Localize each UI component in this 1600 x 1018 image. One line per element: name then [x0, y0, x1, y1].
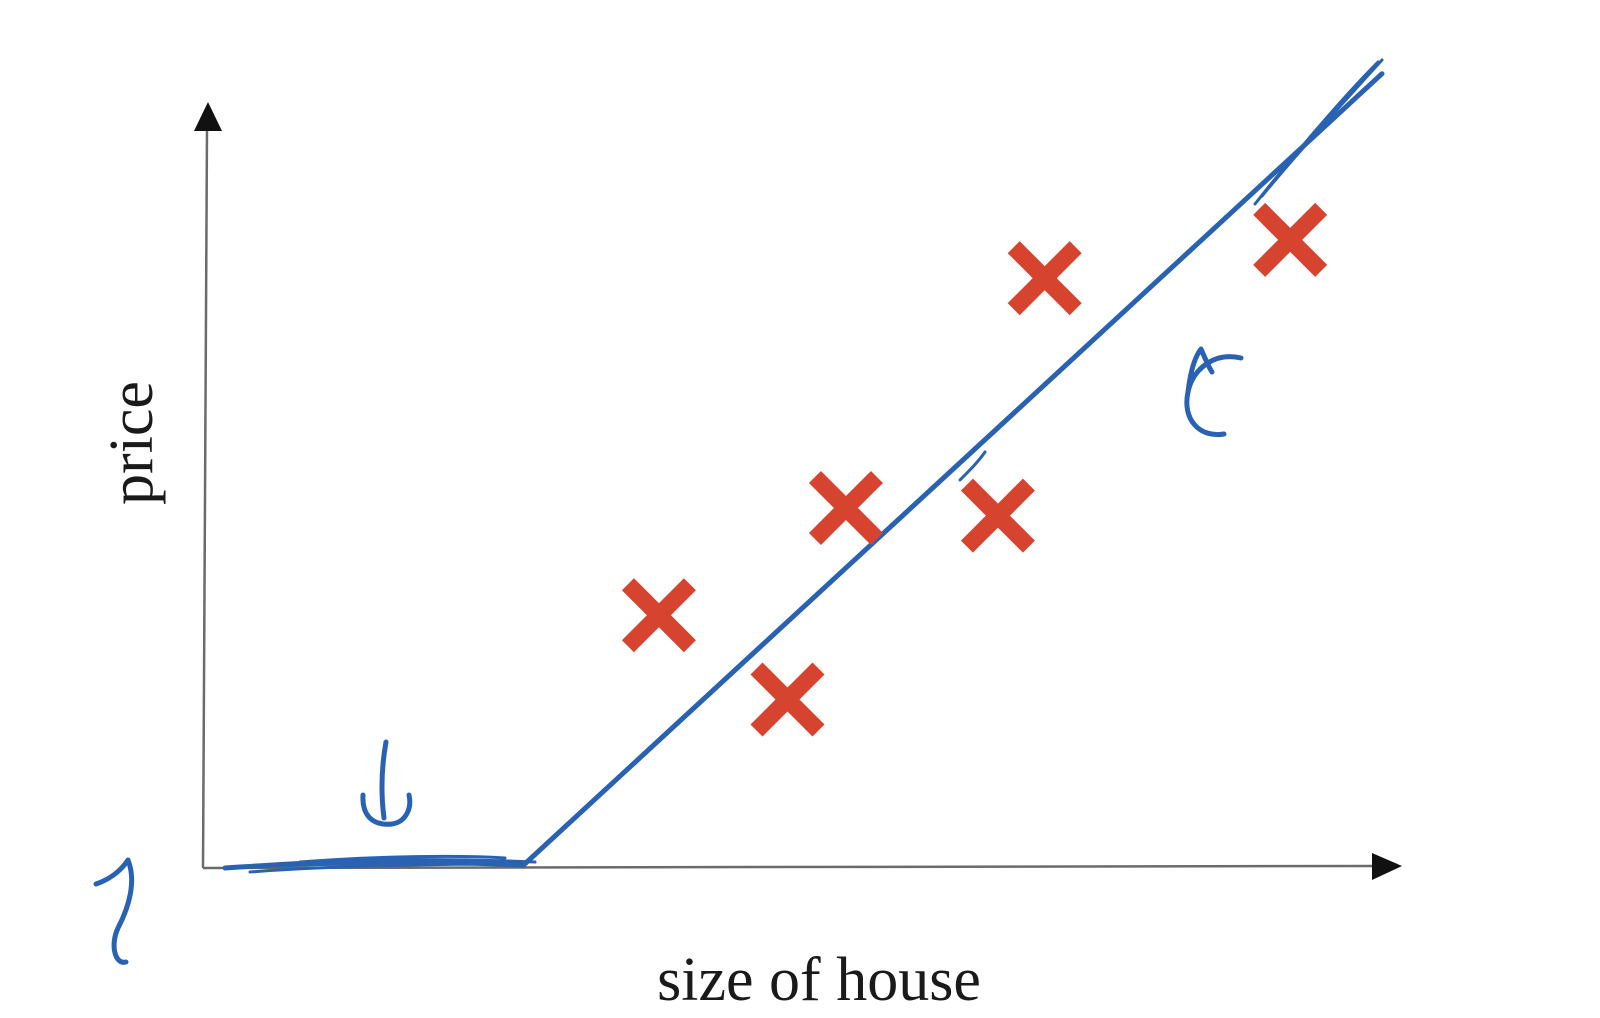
- fit-line-overdraw-top: [1253, 58, 1384, 206]
- data-point-x-marker: [621, 578, 696, 653]
- data-point-x-marker: [750, 662, 825, 737]
- down-arrow-annotation-icon: [360, 739, 413, 827]
- data-point-x-marker: [808, 470, 883, 545]
- fit-line-overdraw-flat: [226, 854, 537, 874]
- y-axis: [201, 127, 209, 869]
- left-up-arrow-annotation-icon: [1184, 346, 1244, 438]
- up-arrow-annotation-icon: [93, 857, 135, 965]
- x-axis-arrow: [1372, 853, 1402, 880]
- fit-line-wobble: [958, 450, 987, 482]
- x-axis-label: size of house: [657, 946, 981, 1014]
- x-axis: [202, 864, 1373, 870]
- data-point-x-marker: [1253, 202, 1328, 277]
- axes: [194, 102, 1402, 880]
- data-points: [621, 202, 1328, 737]
- y-axis-arrow: [194, 102, 222, 131]
- data-point-x-marker: [960, 478, 1035, 553]
- fit-line: [222, 71, 1385, 871]
- y-axis-label: price: [98, 381, 166, 505]
- data-point-x-marker: [1007, 241, 1082, 316]
